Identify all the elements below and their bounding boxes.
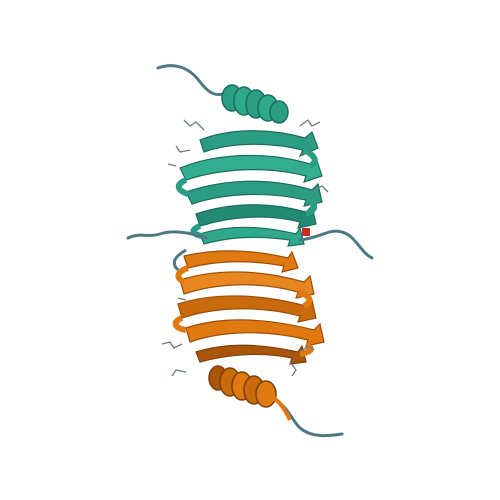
chain-a-side-chains [167,119,329,193]
chain-b-helix [208,365,277,408]
chain-a-left-loop [126,230,208,240]
chain-b-orange [161,250,344,438]
chain-b-tail-orange [272,396,292,421]
chain-b-beta-sheet [172,250,325,365]
chain-b-c-terminal-loop [274,398,344,438]
chain-a-n-terminal-loop [156,64,224,96]
chain-a-helix [221,84,289,124]
inter-chain-loop [172,248,187,272]
chain-a-beta-sheet [175,130,323,247]
chain-a-right-loop [298,229,374,260]
chain-b-side-chains [161,297,315,377]
ligand-marker [302,228,310,236]
chain-a-teal [126,64,374,260]
